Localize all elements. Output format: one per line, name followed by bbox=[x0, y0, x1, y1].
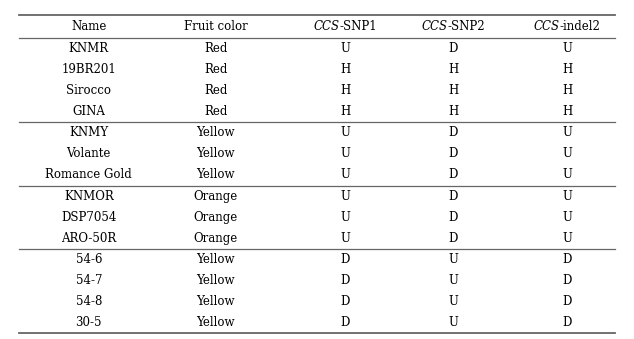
Text: Red: Red bbox=[204, 42, 227, 55]
Text: D: D bbox=[563, 274, 572, 287]
Text: Fruit color: Fruit color bbox=[184, 20, 247, 33]
Text: D: D bbox=[563, 295, 572, 308]
Text: 54-6: 54-6 bbox=[75, 253, 102, 266]
Text: -indel2: -indel2 bbox=[560, 20, 601, 33]
Text: Yellow: Yellow bbox=[197, 316, 235, 329]
Text: KNMR: KNMR bbox=[68, 42, 109, 55]
Text: U: U bbox=[340, 190, 351, 202]
Text: Sirocco: Sirocco bbox=[67, 84, 111, 97]
Text: U: U bbox=[340, 232, 351, 245]
Text: -SNP2: -SNP2 bbox=[448, 20, 485, 33]
Text: U: U bbox=[448, 274, 458, 287]
Text: U: U bbox=[340, 42, 351, 55]
Text: KNMOR: KNMOR bbox=[64, 190, 113, 202]
Text: U: U bbox=[340, 168, 351, 181]
Text: D: D bbox=[449, 126, 458, 139]
Text: D: D bbox=[449, 42, 458, 55]
Text: U: U bbox=[340, 211, 351, 224]
Text: DSP7054: DSP7054 bbox=[61, 211, 117, 224]
Text: U: U bbox=[562, 190, 573, 202]
Text: U: U bbox=[562, 147, 573, 160]
Text: D: D bbox=[341, 253, 350, 266]
Text: H: H bbox=[448, 105, 458, 118]
Text: 30-5: 30-5 bbox=[75, 316, 102, 329]
Text: H: H bbox=[562, 84, 573, 97]
Text: H: H bbox=[562, 63, 573, 76]
Text: H: H bbox=[448, 63, 458, 76]
Text: Yellow: Yellow bbox=[197, 274, 235, 287]
Text: KNMY: KNMY bbox=[69, 126, 108, 139]
Text: D: D bbox=[449, 147, 458, 160]
Text: Red: Red bbox=[204, 105, 227, 118]
Text: Romance Gold: Romance Gold bbox=[46, 168, 132, 181]
Text: D: D bbox=[563, 316, 572, 329]
Text: U: U bbox=[340, 126, 351, 139]
Text: 19BR201: 19BR201 bbox=[61, 63, 116, 76]
Text: U: U bbox=[562, 42, 573, 55]
Text: Yellow: Yellow bbox=[197, 168, 235, 181]
Text: Orange: Orange bbox=[193, 232, 238, 245]
Text: D: D bbox=[341, 274, 350, 287]
Text: Yellow: Yellow bbox=[197, 253, 235, 266]
Text: U: U bbox=[562, 126, 573, 139]
Text: CCS: CCS bbox=[314, 20, 340, 33]
Text: Orange: Orange bbox=[193, 190, 238, 202]
Text: U: U bbox=[562, 168, 573, 181]
Text: 54-8: 54-8 bbox=[75, 295, 102, 308]
Text: U: U bbox=[448, 253, 458, 266]
Text: D: D bbox=[449, 232, 458, 245]
Text: Yellow: Yellow bbox=[197, 126, 235, 139]
Text: ARO-50R: ARO-50R bbox=[61, 232, 117, 245]
Text: CCS: CCS bbox=[422, 20, 448, 33]
Text: D: D bbox=[563, 253, 572, 266]
Text: H: H bbox=[448, 84, 458, 97]
Text: Orange: Orange bbox=[193, 211, 238, 224]
Text: Red: Red bbox=[204, 63, 227, 76]
Text: H: H bbox=[340, 63, 351, 76]
Text: CCS: CCS bbox=[534, 20, 560, 33]
Text: -SNP1: -SNP1 bbox=[340, 20, 377, 33]
Text: H: H bbox=[340, 105, 351, 118]
Text: U: U bbox=[562, 232, 573, 245]
Text: Name: Name bbox=[71, 20, 107, 33]
Text: D: D bbox=[449, 168, 458, 181]
Text: D: D bbox=[341, 295, 350, 308]
Text: H: H bbox=[340, 84, 351, 97]
Text: U: U bbox=[448, 295, 458, 308]
Text: Volante: Volante bbox=[67, 147, 111, 160]
Text: Red: Red bbox=[204, 84, 227, 97]
Text: GINA: GINA bbox=[72, 105, 105, 118]
Text: 54-7: 54-7 bbox=[75, 274, 102, 287]
Text: D: D bbox=[449, 190, 458, 202]
Text: Yellow: Yellow bbox=[197, 295, 235, 308]
Text: Yellow: Yellow bbox=[197, 147, 235, 160]
Text: U: U bbox=[340, 147, 351, 160]
Text: H: H bbox=[562, 105, 573, 118]
Text: U: U bbox=[448, 316, 458, 329]
Text: D: D bbox=[341, 316, 350, 329]
Text: D: D bbox=[449, 211, 458, 224]
Text: U: U bbox=[562, 211, 573, 224]
